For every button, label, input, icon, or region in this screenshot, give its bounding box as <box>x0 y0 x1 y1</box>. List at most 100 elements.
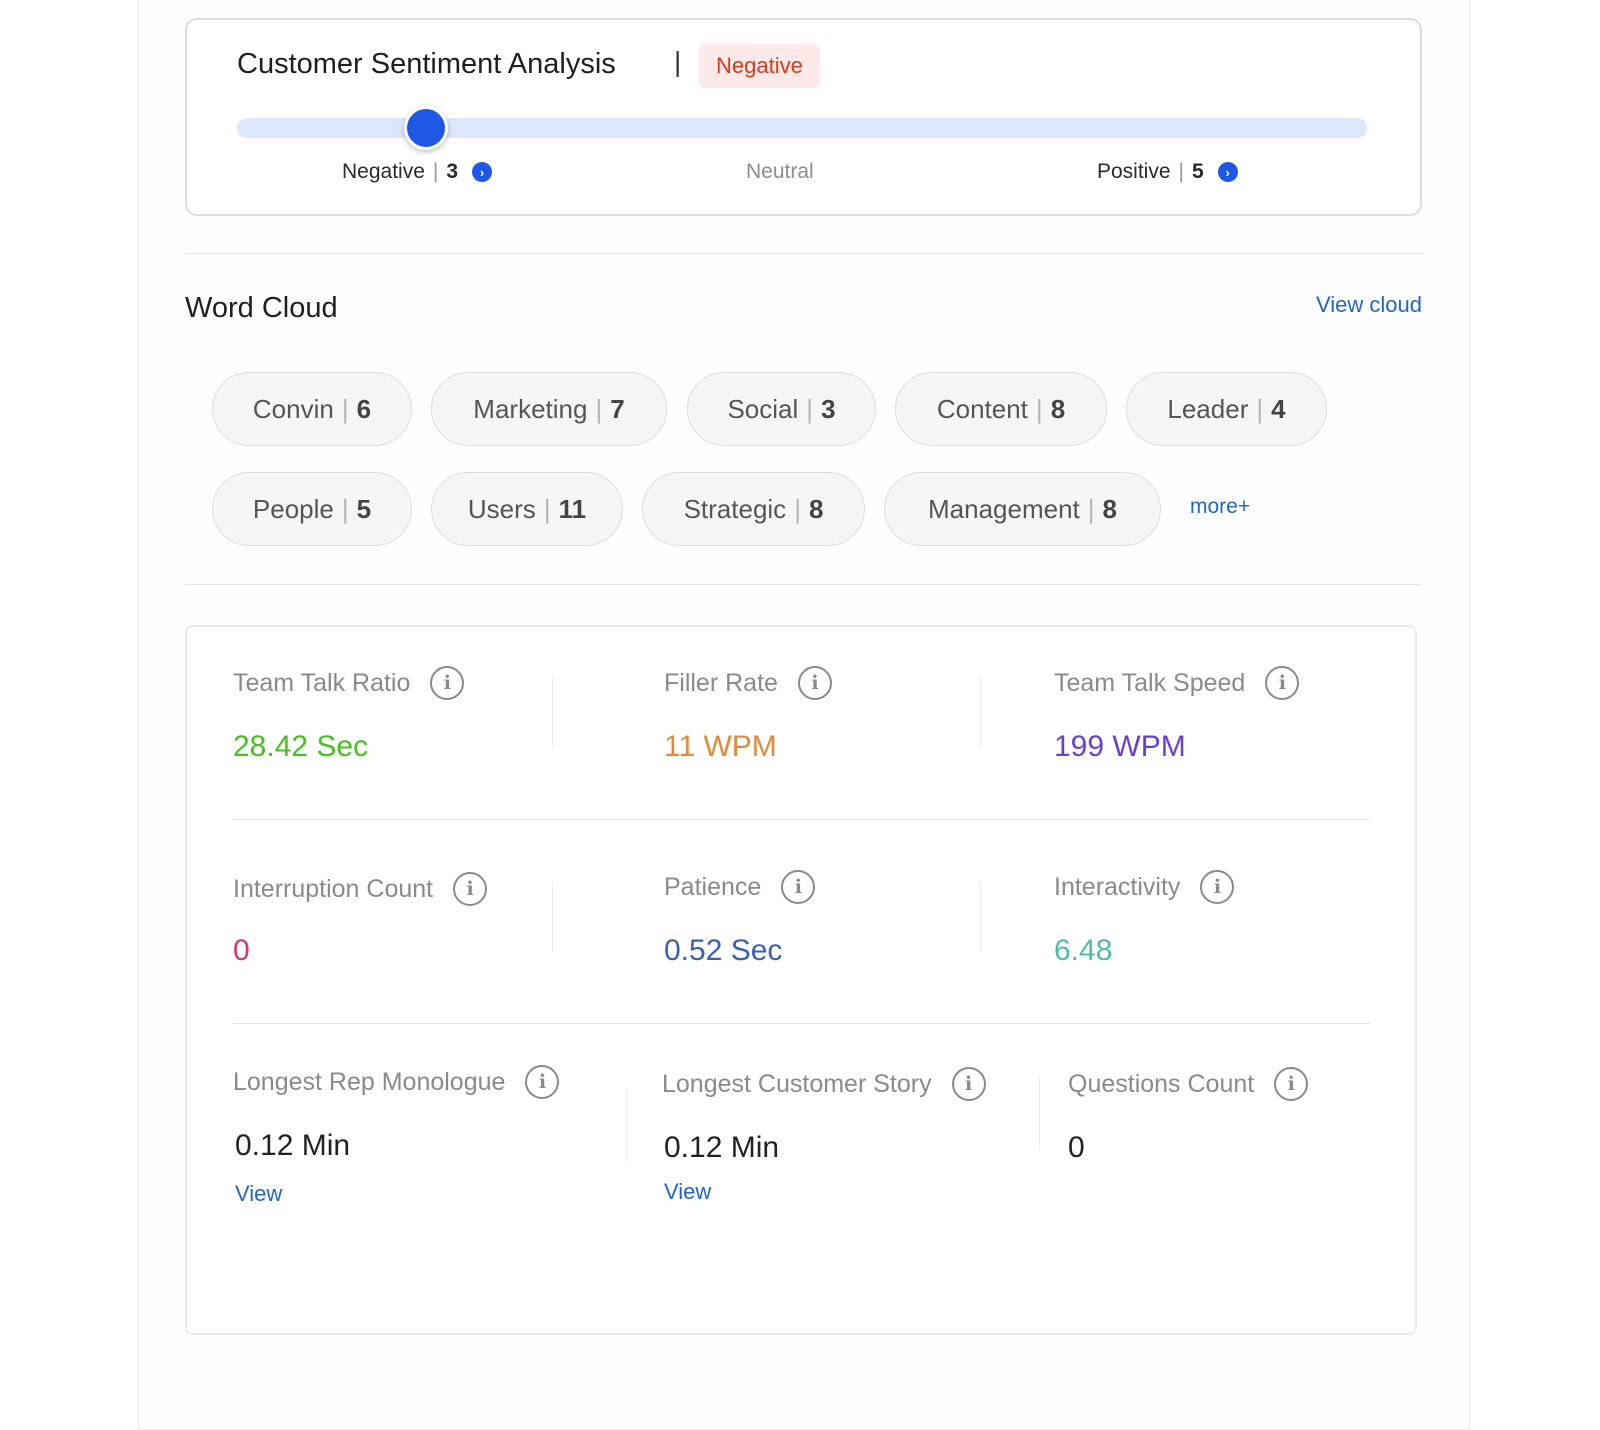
patience-label: Patience i <box>664 870 816 904</box>
team-talk-speed-label: Team Talk Speed i <box>1054 666 1300 700</box>
info-icon[interactable]: i <box>525 1065 560 1099</box>
chip-count: 3 <box>821 393 836 424</box>
chip-count: 8 <box>1050 393 1066 424</box>
chip-separator: | <box>543 493 551 524</box>
info-icon[interactable]: i <box>1200 870 1235 904</box>
chip-count: 6 <box>356 393 372 424</box>
info-icon[interactable]: i <box>453 872 488 906</box>
chip-count: 5 <box>356 493 372 524</box>
team-talk-ratio-label: Team Talk Ratio i <box>233 666 465 700</box>
metric-label-text: Interruption Count <box>233 874 434 903</box>
positive-scale-label[interactable]: Positive | 5 › <box>1097 160 1238 184</box>
view-cloud-link[interactable]: View cloud <box>1316 292 1422 317</box>
chip-count: 8 <box>1102 493 1117 524</box>
row-divider <box>233 819 1371 820</box>
divider <box>185 584 1422 585</box>
column-divider <box>552 677 553 747</box>
metrics-card: Team Talk Ratio i 28.42 Sec Filler Rate … <box>185 625 1417 1335</box>
chevron-right-icon[interactable]: › <box>1217 162 1238 182</box>
info-icon[interactable]: i <box>781 870 816 904</box>
chip-separator: | <box>806 393 814 424</box>
chip-word: Users <box>467 493 536 524</box>
questions-count-value: 0 <box>1068 1131 1085 1164</box>
chip-separator: | <box>1256 393 1264 424</box>
chip-separator: | <box>1087 493 1095 524</box>
chevron-right-icon[interactable]: › <box>472 162 493 182</box>
longest-customer-story-value: 0.12 Min <box>664 1131 780 1164</box>
word-chip[interactable]: Users | 11 <box>431 472 623 546</box>
longest-rep-monologue-value: 0.12 Min <box>235 1129 351 1162</box>
questions-count-label: Questions Count i <box>1068 1067 1309 1101</box>
interruption-count-label: Interruption Count i <box>233 872 488 906</box>
sentiment-card: Customer Sentiment Analysis | Negative N… <box>185 18 1422 216</box>
chip-word: Marketing <box>473 393 588 424</box>
row-divider <box>233 1023 1371 1024</box>
info-icon[interactable]: i <box>951 1067 986 1101</box>
longest-rep-monologue-label: Longest Rep Monologue i <box>233 1065 560 1099</box>
metric-label-text: Patience <box>664 872 762 901</box>
info-icon[interactable]: i <box>1265 666 1300 700</box>
chip-word: People <box>252 493 334 524</box>
longest-customer-story-view-link[interactable]: View <box>664 1179 712 1204</box>
chip-word: Leader <box>1167 393 1249 424</box>
word-chip[interactable]: Strategic | 8 <box>642 472 865 546</box>
metric-label-text: Questions Count <box>1068 1069 1255 1098</box>
metric-label-text: Interactivity <box>1054 872 1181 901</box>
sentiment-badge: Negative <box>699 44 820 88</box>
chip-separator: | <box>1035 393 1043 424</box>
metric-label-text: Filler Rate <box>664 668 778 697</box>
sentiment-slider-track[interactable] <box>237 106 1367 150</box>
chip-separator: | <box>595 393 603 424</box>
word-chip[interactable]: Convin | 6 <box>212 372 412 446</box>
sentiment-title: Customer Sentiment Analysis <box>237 48 616 80</box>
info-icon[interactable]: i <box>430 666 465 700</box>
positive-separator: | <box>1178 160 1184 183</box>
column-divider <box>1039 1075 1040 1150</box>
chip-count: 8 <box>808 493 824 524</box>
metric-label-text: Team Talk Ratio <box>233 668 411 697</box>
chip-word: Social <box>727 393 799 424</box>
word-chip[interactable]: People | 5 <box>212 472 412 546</box>
chip-separator: | <box>341 493 349 524</box>
divider <box>185 253 1422 254</box>
info-icon[interactable]: i <box>797 666 832 700</box>
longest-rep-monologue-view-link[interactable]: View <box>235 1181 283 1206</box>
sentiment-slider-knob[interactable] <box>403 106 448 150</box>
negative-count: 3 <box>446 160 459 183</box>
chip-count: 7 <box>610 393 625 424</box>
chip-word: Content <box>936 393 1028 424</box>
negative-scale-label[interactable]: Negative | 3 › <box>342 160 493 184</box>
positive-count: 5 <box>1192 160 1204 183</box>
patience-value: 0.52 Sec <box>664 934 783 967</box>
title-separator: | <box>674 46 682 77</box>
interruption-count-value: 0 <box>233 934 250 967</box>
more-words-link[interactable]: more+ <box>1190 495 1251 518</box>
column-divider <box>552 882 553 952</box>
word-chip[interactable]: Content | 8 <box>895 372 1107 446</box>
metric-label-text: Longest Rep Monologue <box>233 1067 506 1096</box>
column-divider <box>980 677 981 747</box>
word-chip[interactable]: Marketing | 7 <box>431 372 667 446</box>
chip-word: Convin <box>252 393 334 424</box>
negative-separator: | <box>432 160 439 183</box>
positive-label: Positive <box>1097 160 1171 183</box>
column-divider <box>980 882 981 952</box>
interactivity-label: Interactivity i <box>1054 870 1235 904</box>
chip-separator: | <box>794 493 801 524</box>
chip-separator: | <box>341 393 349 424</box>
word-chip[interactable]: Social | 3 <box>687 372 876 446</box>
info-icon[interactable]: i <box>1274 1067 1309 1101</box>
word-chip[interactable]: Leader | 4 <box>1126 372 1327 446</box>
interactivity-value: 6.48 <box>1054 934 1113 967</box>
filler-rate-label: Filler Rate i <box>664 666 832 700</box>
filler-rate-value: 11 WPM <box>664 730 777 763</box>
chip-word: Management <box>928 493 1080 524</box>
word-chip[interactable]: Management | 8 <box>884 472 1161 546</box>
chip-count: 11 <box>558 493 587 524</box>
team-talk-speed-value: 199 WPM <box>1054 730 1186 763</box>
word-cloud-title: Word Cloud <box>185 292 338 324</box>
longest-customer-story-label: Longest Customer Story i <box>662 1067 986 1101</box>
negative-label: Negative <box>342 160 425 183</box>
chip-count: 4 <box>1271 393 1286 424</box>
neutral-label: Neutral <box>746 160 814 183</box>
